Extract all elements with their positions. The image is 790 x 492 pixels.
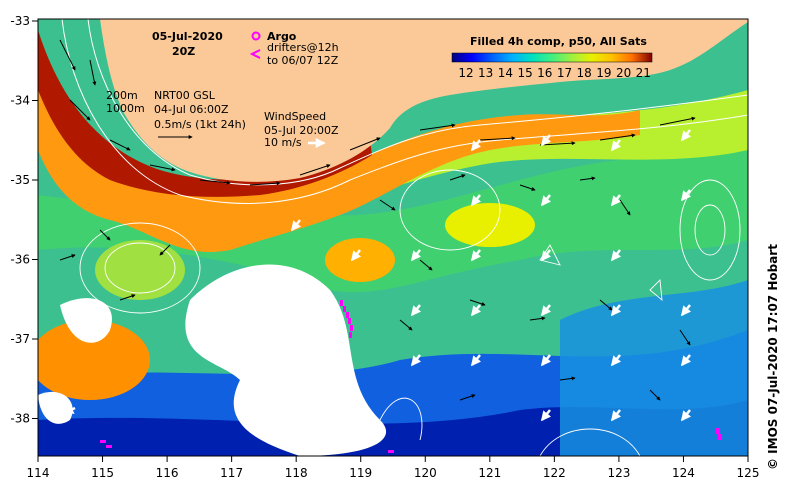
drifters-line1: drifters@12h [267,41,339,54]
lon-tick-label: 114 [27,466,50,480]
eddy-yellow-1 [445,203,535,247]
colorbar-tick-label: 18 [577,66,592,80]
colorbar-tick-label: 20 [616,66,631,80]
colorbar-tick-label: 15 [517,66,532,80]
drifter-tracks [100,300,721,453]
lon-tick-label: 120 [414,466,437,480]
lon-tick-label: 116 [156,466,179,480]
lon-tick-label: 124 [672,466,695,480]
colorbar-tick-label: 17 [557,66,572,80]
credit-text: © IMOS 07-Jul-2020 17:07 Hobart [766,244,780,470]
time-label: 20Z [172,45,195,58]
date-label: 05-Jul-2020 [152,30,223,43]
lon-tick-label: 118 [285,466,308,480]
lat-tick-label: -33 [10,14,30,28]
lon-tick-label: 121 [478,466,501,480]
eddy-orange-3 [38,320,150,400]
colorbar-tick-label: 21 [636,66,651,80]
colorbar-tick-label: 14 [498,66,513,80]
cloud-gap-2 [60,298,112,343]
colorbar-tick-label: 13 [478,66,493,80]
cloud-gap-3 [38,391,73,424]
isobath-200m-label: 200m [106,89,138,102]
current-vectors [59,39,696,401]
drifters-line2: to 06/07 12Z [267,54,339,67]
plot-area [38,19,748,456]
colorbar-title: Filled 4h comp, p50, All Sats [470,35,647,48]
colorbar-ramp [451,52,653,63]
wind-contours [79,169,741,456]
wind-vectors [63,129,692,422]
colorbar-tick-label: 19 [596,66,611,80]
eddy-yellow-2 [325,238,395,282]
warm-current [38,40,640,253]
lon-tick-label: 125 [737,466,760,480]
argo-icon [251,31,261,41]
isobath-1000m [61,19,748,204]
longitude-axis: 114 115 116 117 118 119 120 121 122 123 124 125 [27,456,760,480]
lat-tick-label: -34 [10,94,30,108]
wind-scale: 10 m/s [264,136,302,149]
wind-label: WindSpeed [264,110,326,123]
lon-tick-label: 122 [543,466,566,480]
lat-tick-label: -37 [10,332,30,346]
lon-tick-label: 123 [607,466,630,480]
lat-tick-label: -35 [10,173,30,187]
latitude-axis: -33 -34 -35 -36 -37 -38 [10,14,38,426]
lon-tick-label: 117 [220,466,243,480]
isobath-200m [87,19,748,186]
colorbar-tick-label: 12 [458,66,473,80]
plot-frame [37,18,749,457]
lat-tick-label: -38 [10,412,30,426]
drifter-icon [249,49,261,59]
current-source: NRT00 GSL [154,89,216,102]
cloud-gap-1 [185,264,387,456]
lon-tick-label: 115 [91,466,114,480]
lon-tick-label: 119 [349,466,372,480]
wind-time: 05-Jul 20:00Z [264,124,339,137]
current-scale: 0.5m/s (1kt 24h) [154,118,246,131]
argo-label: Argo [267,30,297,43]
colorbar-tick-label: 16 [537,66,552,80]
cool-water-east [560,280,748,456]
colorbar-ticks: 12 13 14 15 16 17 18 19 20 21 [458,66,651,80]
current-time: 04-Jul 06:00Z [154,103,229,116]
lat-tick-label: -36 [10,253,30,267]
colorbar: Filled 4h comp, p50, All Sats 12 13 14 15 16… [451,35,653,80]
eddy-green-4 [95,240,185,300]
isobath-1000m-label: 1000m [106,102,145,115]
